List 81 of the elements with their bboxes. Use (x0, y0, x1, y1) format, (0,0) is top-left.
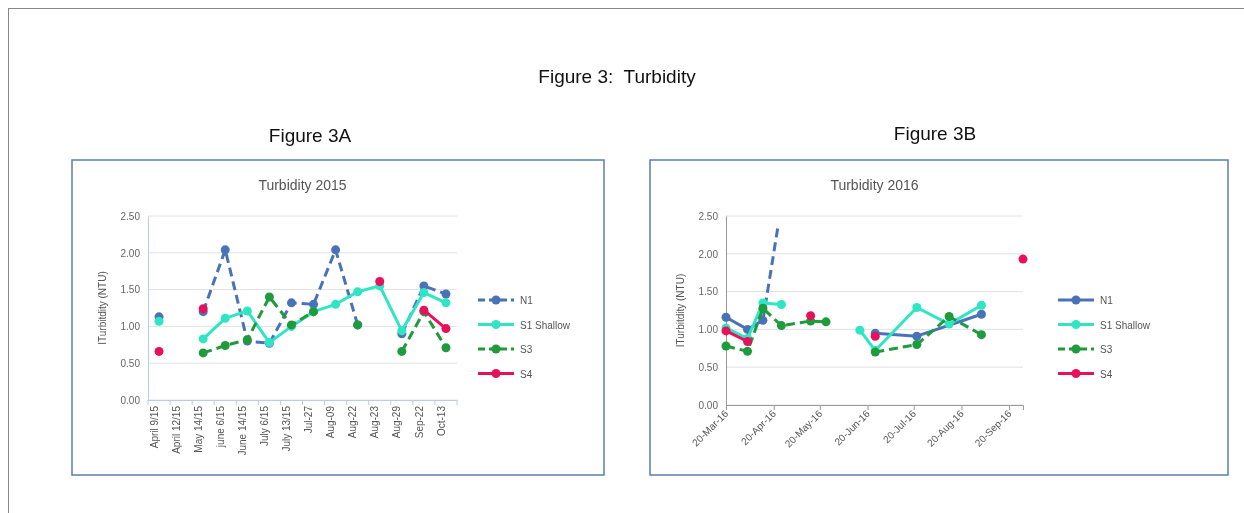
y-tick-label: 0.00 (120, 394, 141, 406)
point (776, 321, 786, 331)
y-axis-title: ITurbitdity (NTU) (675, 273, 686, 348)
x-tick-label: May 14/15 (192, 405, 204, 453)
point (331, 245, 341, 255)
point (375, 277, 385, 286)
legend-label: S4 (520, 368, 533, 380)
point (912, 302, 922, 312)
point (441, 343, 451, 353)
legend-label: S3 (520, 344, 533, 355)
y-tick-label: 0.00 (698, 399, 719, 411)
point (198, 348, 208, 358)
legend-label: N1 (1100, 295, 1114, 306)
point (976, 300, 986, 310)
point (441, 324, 451, 334)
y-tick-label: 1.00 (698, 324, 719, 336)
y-tick-label: 0.50 (698, 361, 719, 373)
point (331, 299, 341, 309)
x-tick-label: june 6/15 (214, 405, 226, 449)
point (776, 299, 786, 309)
point (912, 331, 922, 341)
point (220, 313, 230, 323)
x-tick-label: Sep-22 (413, 405, 425, 439)
chart-subtitle: Turbidity 2015 (258, 177, 347, 193)
y-tick-label: 1.50 (698, 286, 719, 298)
x-tick-label: Oct-13 (435, 405, 447, 437)
x-tick-label: July 13/15 (281, 405, 293, 452)
point (419, 288, 429, 298)
legend-label: S1 Shallow (1100, 319, 1151, 331)
legend-label: S3 (1100, 344, 1113, 355)
point (821, 317, 831, 327)
point (242, 306, 252, 316)
point (441, 289, 451, 299)
point (944, 312, 954, 322)
point (912, 340, 922, 350)
chart-title: Figure 3A (268, 125, 352, 146)
y-axis-title: ITurbitdity (NTU) (97, 271, 108, 345)
point (1018, 254, 1028, 264)
point (154, 316, 164, 326)
point (855, 325, 865, 335)
chart-title: Figure 3B (893, 123, 977, 144)
legend-label: S1 Shallow (520, 319, 571, 331)
x-tick-label: Jul-27 (303, 405, 315, 434)
legend-label: N1 (520, 295, 534, 306)
point (944, 319, 954, 329)
x-tick-label: Aug-23 (369, 405, 381, 439)
point (286, 298, 296, 308)
point (397, 346, 407, 356)
point (976, 330, 986, 340)
caption: Figure 3: Turbidity (538, 66, 697, 87)
y-tick-label: 1.50 (120, 284, 141, 296)
y-tick-label: 0.50 (120, 357, 141, 369)
point (743, 337, 753, 346)
point (353, 287, 363, 297)
point (806, 311, 816, 321)
x-tick-label: June 14/15 (236, 405, 248, 456)
x-tick-label: Aug-22 (347, 405, 359, 439)
x-tick-label: Aug-29 (391, 405, 403, 439)
y-tick-label: 2.00 (120, 247, 141, 259)
chart-subtitle: Turbidity 2016 (830, 177, 919, 193)
point (441, 298, 451, 308)
point (309, 299, 319, 309)
point (220, 245, 230, 255)
x-tick-label: July 6/15 (259, 405, 271, 447)
y-tick-label: 2.00 (698, 248, 719, 260)
y-tick-label: 2.50 (698, 210, 719, 222)
point (721, 312, 731, 322)
point (976, 309, 986, 319)
legend-label: S4 (1100, 368, 1113, 380)
point (743, 346, 753, 356)
point (220, 341, 230, 351)
point (198, 334, 208, 344)
x-tick-label: Aug-09 (325, 405, 337, 439)
point (721, 341, 731, 351)
x-tick-label: April 9/15 (148, 405, 160, 449)
y-tick-label: 1.00 (120, 321, 141, 333)
point (758, 303, 768, 313)
y-tick-label: 2.50 (120, 210, 141, 222)
x-tick-label: April 12/15 (170, 405, 182, 454)
point (154, 346, 164, 356)
point (264, 292, 274, 302)
